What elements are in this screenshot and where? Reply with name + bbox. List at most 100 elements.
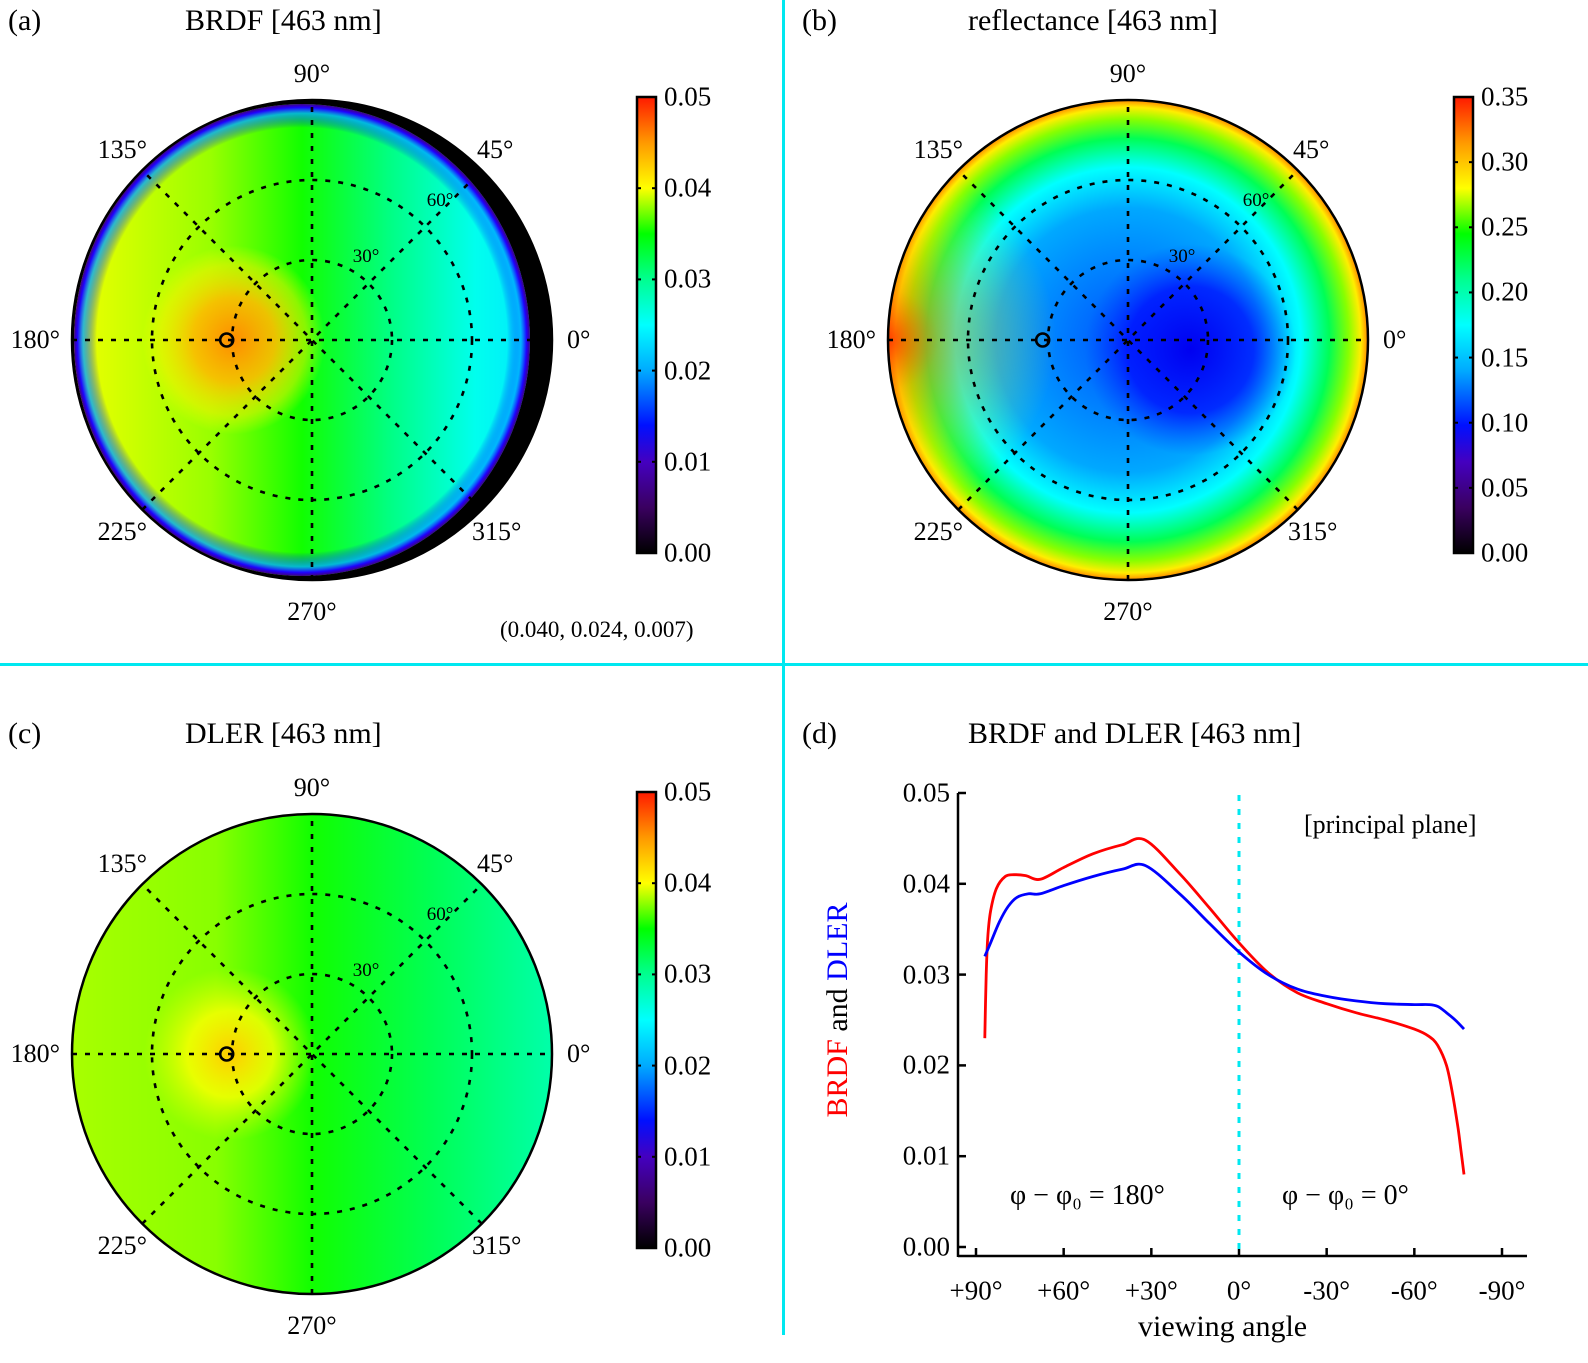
y-tick-label: 0.01 <box>902 1140 950 1171</box>
colorbar-tick-label: 0.00 <box>664 1232 712 1263</box>
region-label-180: φ − φ₀ = 180° <box>1010 1180 1165 1211</box>
polar-plot-reflectance <box>888 100 1368 580</box>
panel-a-label: (a) <box>8 4 42 37</box>
azimuth-label-0: 0° <box>1383 325 1407 354</box>
colorbar-tick-label: 0.05 <box>664 81 712 112</box>
colorbar-tick-label: 0.10 <box>1481 407 1529 438</box>
azimuth-label-0: 0° <box>567 325 591 354</box>
series-line-brdf <box>983 837 1466 1175</box>
ring-label-30: 30° <box>352 960 380 981</box>
colorbar-dler <box>635 790 658 1250</box>
y-axis-label-brdf: BRDF <box>821 1039 854 1118</box>
colorbar-tick-label: 0.15 <box>1481 342 1529 373</box>
colorbar-tick-label: 0.02 <box>664 1050 712 1081</box>
panel-a-note: (0.040, 0.024, 0.007) <box>500 617 694 642</box>
azimuth-label-135: 135° <box>97 135 147 164</box>
polar-plot-brdf <box>72 100 552 580</box>
sun-position-marker <box>1034 332 1051 348</box>
sun-position-marker <box>218 332 235 348</box>
azimuth-label-315: 315° <box>472 1231 522 1260</box>
azimuth-label-135: 135° <box>97 849 147 878</box>
y-tick-label: 0.04 <box>902 868 950 899</box>
azimuth-label-180: 180° <box>826 325 876 354</box>
azimuth-label-225: 225° <box>913 517 963 546</box>
azimuth-label-315: 315° <box>1288 517 1338 546</box>
azimuth-label-225: 225° <box>97 517 147 546</box>
azimuth-label-270: 270° <box>1103 597 1153 626</box>
x-tick-label: 0° <box>1226 1275 1252 1306</box>
polar-grid <box>70 812 554 1296</box>
azimuth-label-90: 90° <box>293 59 331 88</box>
colorbar-tick-label: 0.00 <box>664 537 712 568</box>
line-chart <box>956 791 1527 1258</box>
azimuth-spoke <box>141 169 483 511</box>
y-tick-label: 0.05 <box>902 777 950 808</box>
polar-plot-dler <box>72 814 552 1294</box>
ring-label-30: 30° <box>1168 246 1196 267</box>
polar-border <box>70 812 554 1296</box>
azimuth-label-45: 45° <box>477 135 514 164</box>
polar-rim <box>74 104 530 576</box>
panel-d-label: (d) <box>802 717 837 750</box>
y-axis-label: BRDF and DLER <box>821 902 855 1117</box>
panel-c-title: DLER [463 nm] <box>185 717 382 750</box>
polar-grid <box>70 98 554 582</box>
ring-label-30: 30° <box>352 246 380 267</box>
colorbar-tick-label: 0.30 <box>1481 146 1529 177</box>
series-line-dler <box>983 862 1466 1031</box>
azimuth-label-270: 270° <box>287 597 337 626</box>
azimuth-spoke <box>141 169 483 511</box>
azimuth-label-315: 315° <box>472 517 522 546</box>
colorbar-tick-label: 0.35 <box>1481 81 1529 112</box>
sun-position-marker <box>218 1046 235 1062</box>
colorbar-tick-label: 0.20 <box>1481 276 1529 307</box>
colorbar-gradient <box>635 95 658 555</box>
azimuth-label-270: 270° <box>287 1311 337 1340</box>
y-tick-label: 0.03 <box>902 959 950 990</box>
panel-a-title: BRDF [463 nm] <box>185 4 382 37</box>
y-tick-label: 0.02 <box>902 1049 950 1080</box>
region-label-0: φ − φ₀ = 0° <box>1282 1180 1409 1211</box>
azimuth-spoke <box>957 169 1299 511</box>
y-axis-label-dler: DLER <box>821 902 854 981</box>
colorbar-tick-label: 0.05 <box>1481 472 1529 503</box>
ring-label-60: 60° <box>1242 190 1270 211</box>
colorbar-reflectance <box>1452 95 1475 555</box>
azimuth-label-135: 135° <box>913 135 963 164</box>
panel-d-title: BRDF and DLER [463 nm] <box>968 717 1302 750</box>
azimuth-label-180: 180° <box>10 1039 60 1068</box>
x-tick-label: -60° <box>1390 1275 1438 1306</box>
polar-border <box>886 98 1370 582</box>
azimuth-spoke <box>957 169 1299 511</box>
y-tick-label: 0.00 <box>902 1231 950 1262</box>
colorbar-tick-label: 0.03 <box>664 263 712 294</box>
y-axis-label-and: and <box>821 980 854 1040</box>
principal-plane-annotation: [principal plane] <box>1304 810 1477 839</box>
colorbar-tick-label: 0.25 <box>1481 211 1529 242</box>
polar-hotspot <box>888 100 1368 580</box>
azimuth-label-90: 90° <box>293 773 331 802</box>
azimuth-spoke <box>141 883 483 1225</box>
azimuth-label-90: 90° <box>1109 59 1147 88</box>
x-axis-label: viewing angle <box>1138 1310 1308 1343</box>
colorbar-tick-label: 0.01 <box>664 446 712 477</box>
azimuth-label-180: 180° <box>10 325 60 354</box>
panel-b-label: (b) <box>802 4 837 37</box>
colorbar-brdf <box>635 95 658 555</box>
horizontal-separator <box>0 663 1588 666</box>
polar-hotspot <box>72 814 552 1294</box>
polar-border <box>70 98 554 582</box>
azimuth-label-45: 45° <box>1293 135 1330 164</box>
colorbar-gradient <box>635 790 658 1250</box>
colorbar-tick-label: 0.05 <box>664 776 712 807</box>
x-tick-label: +90° <box>949 1275 1003 1306</box>
colorbar-tick-label: 0.02 <box>664 355 712 386</box>
azimuth-label-0: 0° <box>567 1039 591 1068</box>
ring-label-60: 60° <box>426 904 454 925</box>
azimuth-label-225: 225° <box>97 1231 147 1260</box>
x-tick-label: -30° <box>1303 1275 1351 1306</box>
colorbar-gradient <box>1452 95 1475 555</box>
x-tick-label: -90° <box>1478 1275 1526 1306</box>
ring-label-60: 60° <box>426 190 454 211</box>
